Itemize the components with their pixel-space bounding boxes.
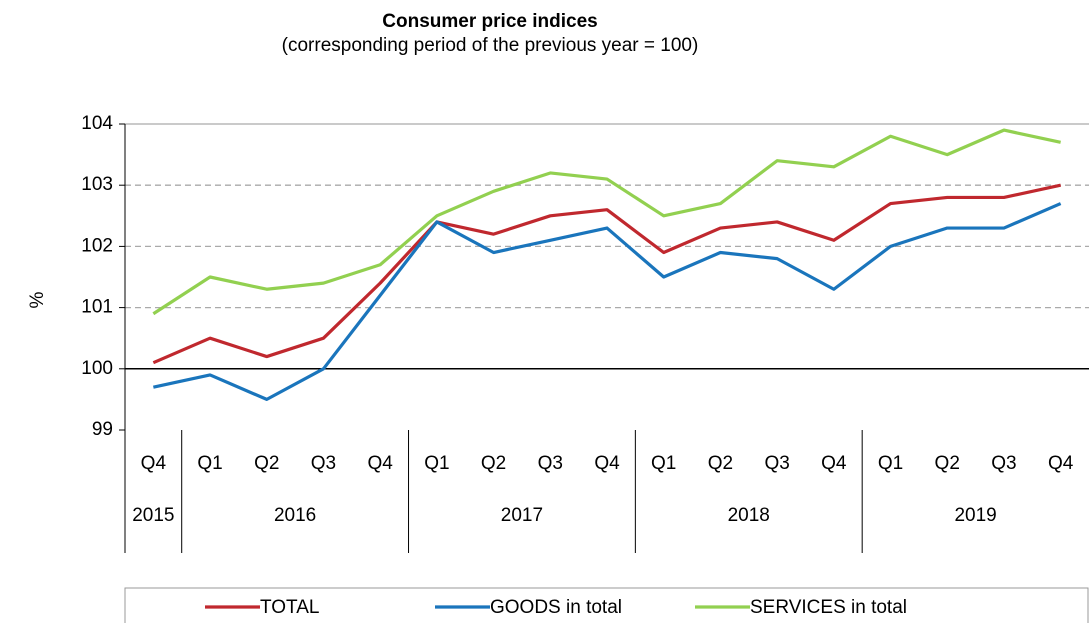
x-tick-label: Q4 [367,453,393,474]
x-tick-label: Q1 [197,453,222,474]
y-axis-label: % [27,291,48,308]
chart-subtitle: (corresponding period of the previous ye… [282,35,699,56]
y-tick-label: 102 [81,235,113,256]
x-tick-label: Q4 [821,453,847,474]
x-tick-label: Q2 [254,453,279,474]
x-tick-label: Q1 [878,453,903,474]
x-tick-label: Q3 [764,453,789,474]
x-tick-label: Q1 [651,453,676,474]
x-tick-label: Q4 [141,453,167,474]
x-tick-label: Q3 [538,453,563,474]
series-line [152,183,1061,365]
y-tick-label: 99 [92,419,113,440]
x-tick-label: Q2 [481,453,506,474]
y-tick-label: 103 [81,174,113,195]
year-label: 2016 [274,505,316,526]
year-label: 2015 [132,505,174,526]
year-label: 2017 [501,505,543,526]
x-tick-label: Q2 [708,453,733,474]
legend-label: SERVICES in total [750,597,907,618]
chart-title: Consumer price indices [382,11,597,32]
y-tick-label: 101 [81,297,113,318]
series-line [153,202,1062,401]
x-tick-label: Q4 [594,453,620,474]
legend-box [124,587,1089,623]
legend-label: TOTAL [260,597,319,618]
year-label: 2019 [954,505,996,526]
y-tick-label: 104 [81,113,113,134]
x-tick-label: Q1 [424,453,449,474]
x-tick-label: Q3 [311,453,336,474]
series-line [152,128,1061,316]
x-tick-label: Q4 [1048,453,1074,474]
x-tick-label: Q3 [991,453,1016,474]
y-tick-label: 100 [81,358,113,379]
x-tick-label: Q2 [935,453,960,474]
legend-label: GOODS in total [490,597,622,618]
year-label: 2018 [728,505,770,526]
